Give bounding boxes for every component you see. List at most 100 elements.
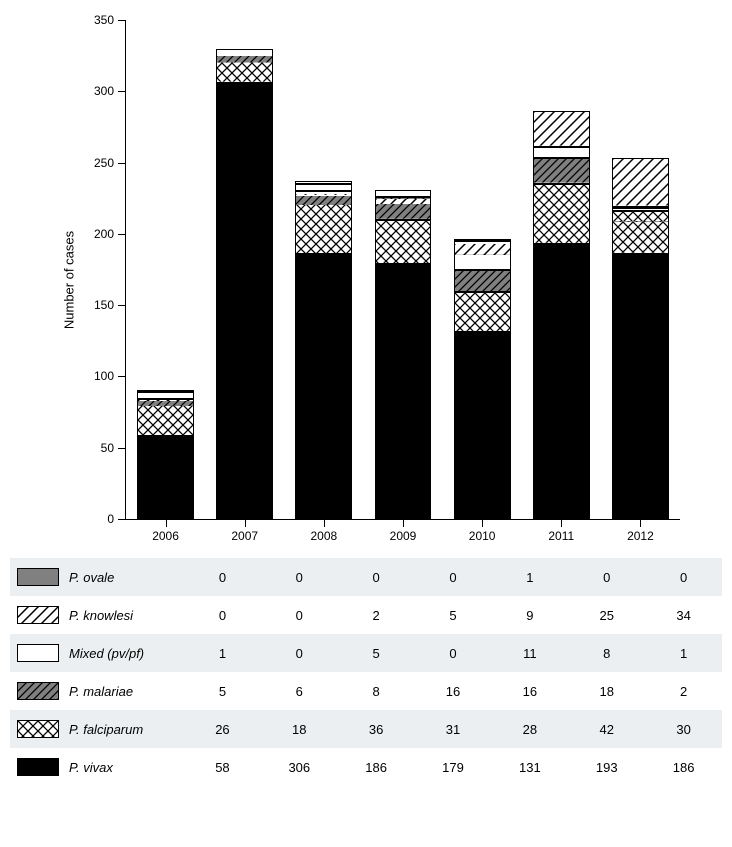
table-cell: 9 xyxy=(491,608,568,623)
ytick-label: 350 xyxy=(94,13,114,27)
ytick-label: 250 xyxy=(94,156,114,170)
legend-swatch-falciparum xyxy=(17,720,59,738)
bar-group xyxy=(216,49,273,519)
legend-swatch-malariae xyxy=(17,682,59,700)
legend-swatch-knowlesi xyxy=(17,606,59,624)
table-cell: 58 xyxy=(184,760,261,775)
bar-segment-vivax xyxy=(454,332,511,519)
legend-label: P. vivax xyxy=(65,760,184,775)
table-cell: 0 xyxy=(645,570,722,585)
xtick-label: 2011 xyxy=(548,529,574,543)
bar-segment-vivax xyxy=(533,244,590,519)
legend-swatch-ovale xyxy=(17,568,59,586)
table-cell: 8 xyxy=(568,646,645,661)
bar-segment-malariae xyxy=(216,49,273,58)
table-cell: 1 xyxy=(645,646,722,661)
table-cell: 42 xyxy=(568,722,645,737)
bar-group xyxy=(375,190,432,519)
bar-segment-falciparum xyxy=(612,211,669,254)
table-cell: 2 xyxy=(645,684,722,699)
table-row: P. malariae5681616182 xyxy=(10,672,722,710)
bar-segment-knowlesi xyxy=(454,241,511,254)
ytick-label: 200 xyxy=(94,227,114,241)
table-cell: 16 xyxy=(491,684,568,699)
table-cell: 16 xyxy=(415,684,492,699)
table-cell: 5 xyxy=(415,608,492,623)
table-cell: 26 xyxy=(184,722,261,737)
bar-segment-malariae xyxy=(137,392,194,399)
ytick-label: 150 xyxy=(94,298,114,312)
bar-segment-vivax xyxy=(216,83,273,519)
bar-segment-falciparum xyxy=(295,203,352,254)
bar-segment-mixed xyxy=(137,390,194,392)
legend-swatch-vivax xyxy=(17,758,59,776)
ytick-label: 100 xyxy=(94,369,114,383)
table-cell: 0 xyxy=(338,570,415,585)
bar-group xyxy=(137,391,194,519)
bar-segment-mixed xyxy=(295,184,352,191)
bar-segment-mixed xyxy=(454,254,511,270)
data-table: P. ovale0000100P. knowlesi002592534Mixed… xyxy=(10,558,722,786)
table-cell: 18 xyxy=(568,684,645,699)
table-cell: 0 xyxy=(184,608,261,623)
table-cell: 34 xyxy=(645,608,722,623)
table-row: Mixed (pv/pf)10501181 xyxy=(10,634,722,672)
legend-label: P. malariae xyxy=(65,684,184,699)
table-cell: 179 xyxy=(415,760,492,775)
table-cell: 0 xyxy=(261,646,338,661)
bar-segment-knowlesi xyxy=(612,158,669,206)
legend-label: P. falciparum xyxy=(65,722,184,737)
table-cell: 25 xyxy=(568,608,645,623)
table-cell: 0 xyxy=(568,570,645,585)
ytick-label: 50 xyxy=(101,441,114,455)
table-cell: 0 xyxy=(184,570,261,585)
bar-segment-malariae xyxy=(612,208,669,211)
xtick-label: 2012 xyxy=(627,529,654,543)
table-cell: 11 xyxy=(491,646,568,661)
table-cell: 5 xyxy=(184,684,261,699)
table-cell: 6 xyxy=(261,684,338,699)
bar-segment-malariae xyxy=(533,158,590,184)
bar-segment-falciparum xyxy=(533,184,590,244)
xtick-label: 2008 xyxy=(310,529,337,543)
bar-segment-malariae xyxy=(454,270,511,293)
table-cell: 2 xyxy=(338,608,415,623)
bar-group xyxy=(295,181,352,519)
bar-group xyxy=(454,240,511,519)
bar-segment-vivax xyxy=(612,254,669,519)
bar-segment-knowlesi xyxy=(375,190,432,197)
bar-group xyxy=(612,158,669,519)
ytick-label: 300 xyxy=(94,84,114,98)
bar-segment-falciparum xyxy=(454,292,511,332)
table-cell: 0 xyxy=(261,570,338,585)
table-cell: 8 xyxy=(338,684,415,699)
table-cell: 1 xyxy=(184,646,261,661)
table-cell: 186 xyxy=(645,760,722,775)
bar-segment-vivax xyxy=(295,254,352,519)
y-axis-label: Number of cases xyxy=(62,231,77,329)
table-cell: 28 xyxy=(491,722,568,737)
legend-label: P. knowlesi xyxy=(65,608,184,623)
table-cell: 186 xyxy=(338,760,415,775)
bar-segment-vivax xyxy=(375,264,432,519)
bar-group xyxy=(533,111,590,519)
table-row: P. falciparum26183631284230 xyxy=(10,710,722,748)
xtick-label: 2010 xyxy=(469,529,496,543)
xtick-label: 2009 xyxy=(390,529,417,543)
table-row: P. knowlesi002592534 xyxy=(10,596,722,634)
legend-label: Mixed (pv/pf) xyxy=(65,646,184,661)
table-cell: 1 xyxy=(491,570,568,585)
bar-segment-falciparum xyxy=(375,220,432,264)
legend-label: P. ovale xyxy=(65,570,184,585)
table-cell: 30 xyxy=(645,722,722,737)
table-row: P. ovale0000100 xyxy=(10,558,722,596)
table-cell: 0 xyxy=(415,646,492,661)
bar-segment-vivax xyxy=(137,436,194,519)
bar-segment-ovale xyxy=(454,239,511,241)
table-cell: 18 xyxy=(261,722,338,737)
table-cell: 0 xyxy=(261,608,338,623)
table-cell: 131 xyxy=(491,760,568,775)
table-cell: 5 xyxy=(338,646,415,661)
xtick-label: 2006 xyxy=(152,529,179,543)
table-cell: 31 xyxy=(415,722,492,737)
